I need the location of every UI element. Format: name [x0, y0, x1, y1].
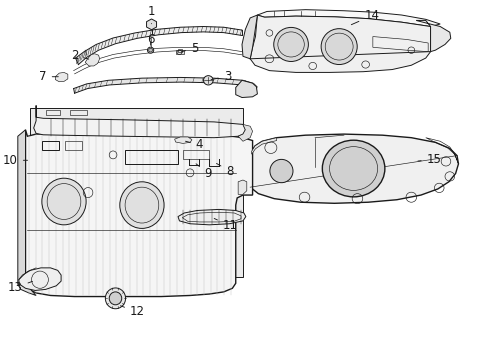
Polygon shape	[257, 10, 439, 27]
Text: 13: 13	[8, 281, 32, 294]
Polygon shape	[30, 108, 243, 277]
Text: 2: 2	[71, 49, 88, 62]
Text: 3: 3	[211, 69, 231, 82]
Ellipse shape	[109, 292, 122, 305]
Polygon shape	[247, 134, 458, 203]
Polygon shape	[18, 284, 36, 296]
Polygon shape	[55, 72, 68, 82]
Ellipse shape	[273, 27, 308, 62]
Polygon shape	[19, 268, 61, 291]
Polygon shape	[25, 130, 252, 297]
Ellipse shape	[203, 76, 213, 85]
Polygon shape	[238, 180, 246, 194]
Ellipse shape	[105, 288, 125, 309]
Polygon shape	[235, 80, 257, 98]
Text: 7: 7	[39, 70, 58, 83]
Polygon shape	[415, 21, 450, 51]
PathPatch shape	[74, 77, 256, 93]
Text: 5: 5	[182, 41, 198, 54]
Polygon shape	[174, 137, 192, 143]
Polygon shape	[34, 105, 245, 138]
Polygon shape	[241, 151, 251, 187]
Polygon shape	[85, 54, 100, 66]
Ellipse shape	[322, 140, 384, 197]
Text: 10: 10	[3, 154, 27, 167]
Polygon shape	[175, 50, 184, 54]
Text: 11: 11	[214, 219, 237, 233]
Polygon shape	[238, 125, 252, 141]
Ellipse shape	[147, 47, 153, 53]
Text: 15: 15	[417, 153, 441, 166]
Ellipse shape	[148, 48, 152, 52]
Polygon shape	[250, 15, 430, 72]
Text: 14: 14	[350, 9, 378, 25]
Text: 6: 6	[146, 33, 154, 46]
Text: 8: 8	[216, 163, 233, 177]
Ellipse shape	[269, 159, 292, 183]
Text: 1: 1	[147, 5, 155, 24]
Ellipse shape	[321, 29, 356, 64]
Ellipse shape	[120, 182, 164, 228]
Polygon shape	[146, 19, 156, 30]
Polygon shape	[18, 130, 25, 284]
Ellipse shape	[42, 178, 86, 225]
Text: 9: 9	[196, 164, 211, 180]
Polygon shape	[178, 210, 245, 225]
PathPatch shape	[75, 27, 242, 64]
Text: 12: 12	[120, 306, 144, 319]
Polygon shape	[242, 15, 257, 59]
Polygon shape	[251, 138, 276, 154]
Text: 4: 4	[185, 138, 203, 151]
